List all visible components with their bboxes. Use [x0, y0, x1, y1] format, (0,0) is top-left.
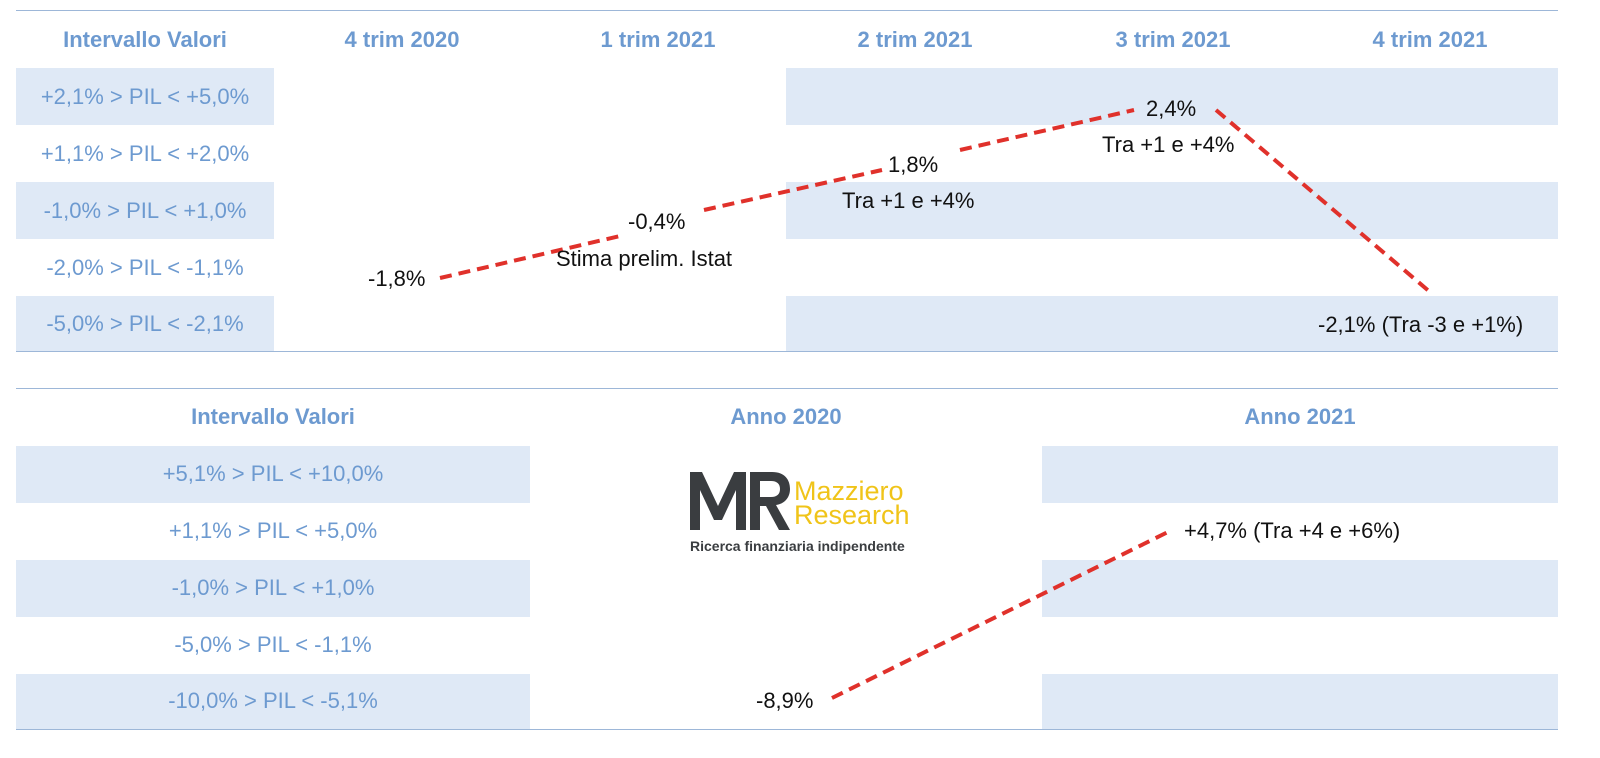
point-label-4q2020: -1,8%: [368, 266, 426, 291]
top-segment-1q21-2q21: [703, 168, 883, 212]
point-label-3q2021: 2,4%: [1146, 96, 1197, 121]
bottom-range-label: -1,0% > PIL < +1,0%: [171, 575, 375, 600]
point-label-2020: -8,9%: [756, 688, 814, 713]
top-range-label: +1,1% > PIL < +2,0%: [40, 141, 250, 166]
top-band: [786, 182, 1558, 239]
top-range-label: -5,0% > PIL < -2,1%: [46, 311, 244, 336]
point-label-2q2021: 1,8%: [888, 152, 939, 177]
top-band: [16, 68, 274, 125]
top-range-label: +2,1% > PIL < +5,0%: [40, 84, 250, 109]
top-band: [16, 296, 274, 351]
point-note-1q2021: Stima prelim. Istat: [556, 246, 733, 271]
bottom-range-label: -5,0% > PIL < -1,1%: [174, 632, 372, 657]
top-range-label: -2,0% > PIL < -1,1%: [46, 255, 244, 280]
top-band: [786, 68, 1558, 125]
top-table-bottom-rule: [16, 351, 1558, 352]
top-table-top-rule: [16, 10, 1558, 11]
top-column-header: 4 trim 2021: [1372, 27, 1488, 52]
mazziero-research-logo: Mazziero Research Ricerca finanziaria in…: [690, 472, 940, 562]
top-column-header: 4 trim 2020: [344, 27, 460, 52]
bottom-table-bottom-rule: [16, 729, 1558, 730]
top-range-label: -1,0% > PIL < +1,0%: [43, 198, 247, 223]
bottom-range-label: -10,0% > PIL < -5,1%: [168, 688, 378, 713]
bottom-band: [1042, 674, 1558, 729]
bottom-band: [1042, 560, 1558, 617]
logo-tagline: Ricerca finanziaria indipendente: [690, 538, 905, 554]
logo-brand-line1: Mazziero: [794, 476, 904, 506]
point-label-2021: +4,7% (Tra +4 e +6%): [1184, 518, 1401, 543]
top-range-header: Intervallo Valori: [63, 27, 227, 52]
bottom-band: [16, 674, 530, 729]
bottom-band: [16, 446, 530, 503]
top-segment-2q21-3q21: [959, 108, 1135, 152]
top-column-header: 3 trim 2021: [1115, 27, 1231, 52]
bottom-range-label: +1,1% > PIL < +5,0%: [168, 518, 378, 543]
top-column-header: 1 trim 2021: [600, 27, 716, 52]
bottom-table-top-rule: [16, 388, 1558, 389]
top-segment-4q20-1q21: [439, 234, 621, 280]
mr-logo-mark-icon: [690, 472, 790, 530]
top-band: [786, 296, 1558, 351]
top-column-header: 2 trim 2021: [857, 27, 973, 52]
bottom-range-header: Intervallo Valori: [191, 404, 355, 429]
bottom-range-label: +5,1% > PIL < +10,0%: [162, 461, 384, 486]
point-label-1q2021: -0,4%: [628, 209, 686, 234]
bottom-segment-2020-2021: [831, 528, 1173, 700]
logo-brand-line2: Research: [794, 500, 910, 530]
point-note-2q2021: Tra +1 e +4%: [842, 188, 975, 213]
point-label-4q2021: -2,1% (Tra -3 e +1%): [1318, 312, 1524, 337]
point-note-3q2021: Tra +1 e +4%: [1102, 132, 1235, 157]
bottom-band: [16, 560, 530, 617]
bottom-column-header: Anno 2020: [730, 404, 842, 429]
top-segment-3q21-4q21: [1214, 108, 1432, 294]
top-band: [16, 182, 274, 239]
bottom-column-header: Anno 2021: [1244, 404, 1356, 429]
bottom-band: [1042, 446, 1558, 503]
